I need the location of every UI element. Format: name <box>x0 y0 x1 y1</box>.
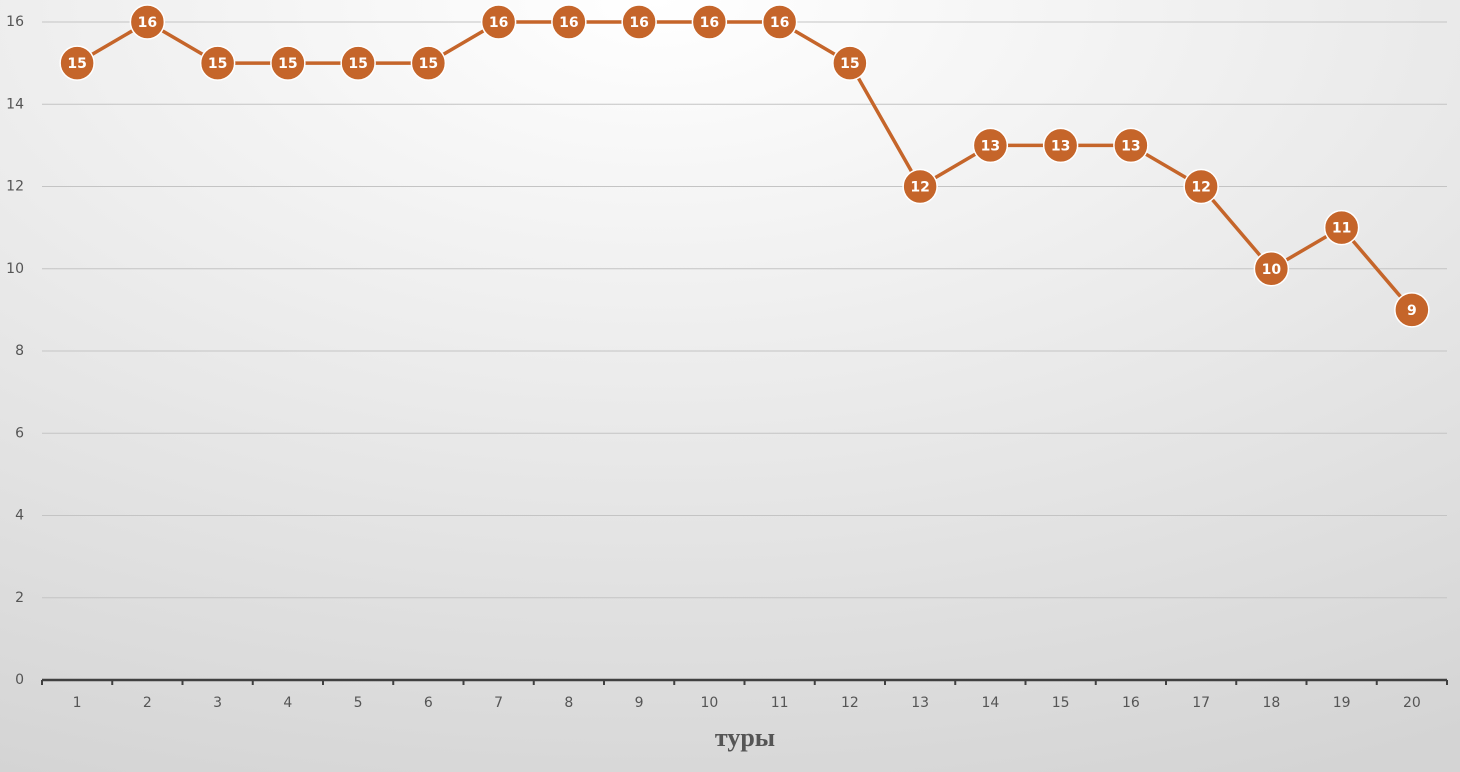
x-tick-label: 19 <box>1333 695 1351 711</box>
x-tick-label: 5 <box>354 695 363 711</box>
data-label: 16 <box>770 15 789 31</box>
marker <box>410 45 447 81</box>
x-tick-label: 4 <box>283 695 292 711</box>
data-label: 9 <box>1407 303 1417 319</box>
x-tick-label: 18 <box>1262 695 1280 711</box>
marker <box>761 4 798 40</box>
x-tick-label: 3 <box>213 695 222 711</box>
x-tick-label: 17 <box>1192 695 1210 711</box>
x-tick-label: 1 <box>73 695 82 711</box>
data-label: 13 <box>1121 138 1140 154</box>
marker <box>902 168 938 205</box>
data-label: 16 <box>629 15 648 31</box>
marker <box>199 45 236 81</box>
y-tick-label: 4 <box>15 508 24 524</box>
data-label: 15 <box>67 56 86 72</box>
marker <box>270 45 306 81</box>
y-tick-label: 14 <box>6 96 24 112</box>
marker <box>972 127 1009 164</box>
data-label: 16 <box>138 15 157 31</box>
data-label: 16 <box>559 15 578 31</box>
y-tick-label: 16 <box>6 14 24 30</box>
data-label: 12 <box>1191 180 1210 196</box>
marker <box>1323 209 1360 246</box>
x-tick-label: 8 <box>564 695 573 711</box>
data-label: 15 <box>348 56 367 72</box>
x-tick-label: 10 <box>700 695 718 711</box>
data-label: 16 <box>700 15 719 31</box>
x-tick-label: 20 <box>1403 695 1421 711</box>
x-tick-label: 11 <box>771 695 789 711</box>
x-tick-label: 12 <box>841 695 859 711</box>
data-label: 13 <box>981 138 1000 154</box>
x-tick-label: 7 <box>494 695 503 711</box>
x-tick-label: 15 <box>1052 695 1070 711</box>
marker <box>1394 292 1430 328</box>
marker <box>129 4 166 40</box>
x-axis-title: туры <box>715 723 775 752</box>
x-tick-label: 6 <box>424 695 433 711</box>
x-tick-label: 14 <box>981 695 999 711</box>
marker <box>480 4 517 40</box>
marker <box>1253 251 1290 287</box>
marker <box>340 45 376 81</box>
x-tick-label: 16 <box>1122 695 1140 711</box>
x-tick-label: 2 <box>143 695 152 711</box>
y-tick-label: 6 <box>15 425 24 441</box>
marker <box>59 45 95 81</box>
marker <box>1113 127 1149 164</box>
data-label: 15 <box>840 56 859 72</box>
marker <box>551 4 587 40</box>
y-tick-label: 8 <box>15 343 24 359</box>
data-label: 12 <box>910 180 929 196</box>
marker <box>1183 168 1219 205</box>
y-tick-label: 10 <box>6 261 24 277</box>
data-label: 15 <box>278 56 297 72</box>
marker <box>1042 127 1079 164</box>
marker <box>832 45 868 81</box>
y-tick-label: 12 <box>6 179 24 195</box>
x-tick-label: 9 <box>635 695 644 711</box>
y-tick-label: 0 <box>15 672 24 688</box>
data-label: 16 <box>489 15 508 31</box>
marker <box>621 4 657 40</box>
data-label: 15 <box>419 56 438 72</box>
data-label: 15 <box>208 56 227 72</box>
data-label: 13 <box>1051 138 1070 154</box>
x-tick-label: 13 <box>911 695 929 711</box>
y-tick-label: 2 <box>15 590 24 606</box>
data-label: 10 <box>1262 262 1282 278</box>
marker <box>691 4 728 40</box>
data-label: 11 <box>1332 221 1351 237</box>
